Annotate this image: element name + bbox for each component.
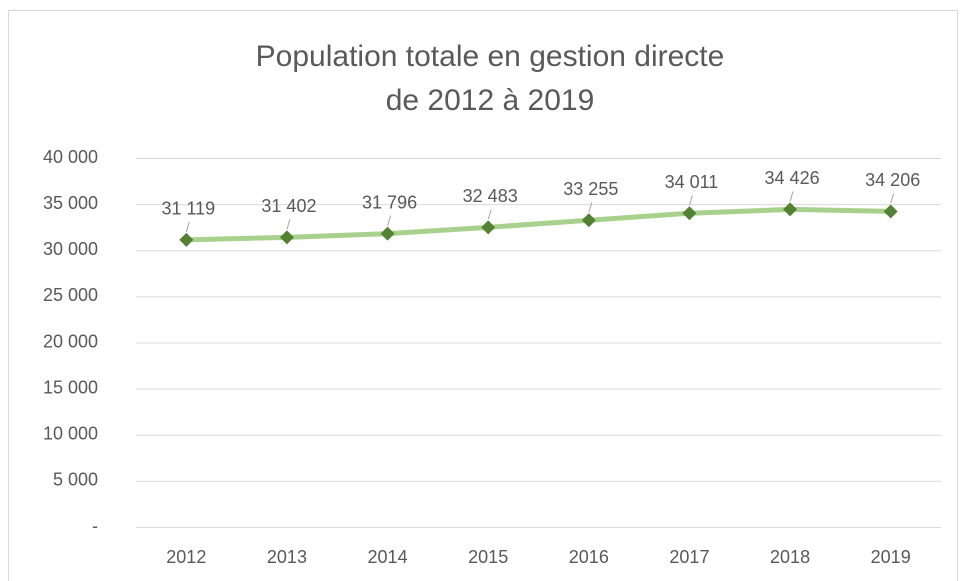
marker	[481, 220, 496, 235]
leader-line	[185, 221, 190, 233]
leader-line	[890, 193, 895, 204]
marker	[581, 213, 596, 228]
x-tick-label: 2018	[770, 547, 810, 567]
leader-line	[286, 219, 291, 230]
y-tick-label: -	[92, 516, 98, 536]
x-tick-label: 2019	[871, 547, 911, 567]
leader-line	[387, 215, 392, 226]
data-label: 31 402	[261, 196, 316, 216]
data-label: 34 011	[665, 172, 719, 192]
line	[186, 206, 891, 243]
y-tick-label: 25 000	[43, 285, 98, 305]
leader-line	[487, 209, 492, 220]
x-tick-label: 2014	[368, 547, 408, 567]
y-tick-label: 35 000	[43, 193, 98, 213]
data-label: 31 796	[362, 192, 417, 212]
x-tick-label: 2015	[468, 547, 508, 567]
chart-title: Population totale en gestion directe	[256, 40, 725, 73]
marker	[279, 230, 294, 245]
marker	[380, 226, 395, 241]
y-tick-label: 10 000	[43, 424, 98, 444]
data-label: 31 119	[161, 199, 215, 219]
x-tick-label: 2012	[166, 547, 206, 567]
data-label: 34 206	[865, 170, 920, 190]
y-tick-label: 15 000	[43, 377, 98, 397]
marker	[682, 206, 697, 221]
leader-line	[789, 191, 794, 202]
leader-line	[688, 195, 693, 206]
data-label: 32 483	[463, 186, 518, 206]
data-label: 34 426	[765, 168, 820, 188]
y-tick-label: 5 000	[53, 470, 98, 490]
marker	[783, 202, 798, 217]
leader-line	[588, 202, 593, 213]
marker	[179, 232, 194, 247]
y-tick-label: 20 000	[43, 331, 98, 351]
chart-border	[8, 10, 958, 581]
marker	[883, 204, 898, 219]
x-tick-label: 2017	[669, 547, 709, 567]
y-tick-label: 40 000	[43, 147, 98, 167]
x-tick-label: 2016	[569, 547, 609, 567]
chart-title: de 2012 à 2019	[386, 84, 595, 117]
y-tick-label: 30 000	[43, 239, 98, 259]
x-tick-label: 2013	[267, 547, 307, 567]
data-label: 33 255	[563, 179, 618, 199]
